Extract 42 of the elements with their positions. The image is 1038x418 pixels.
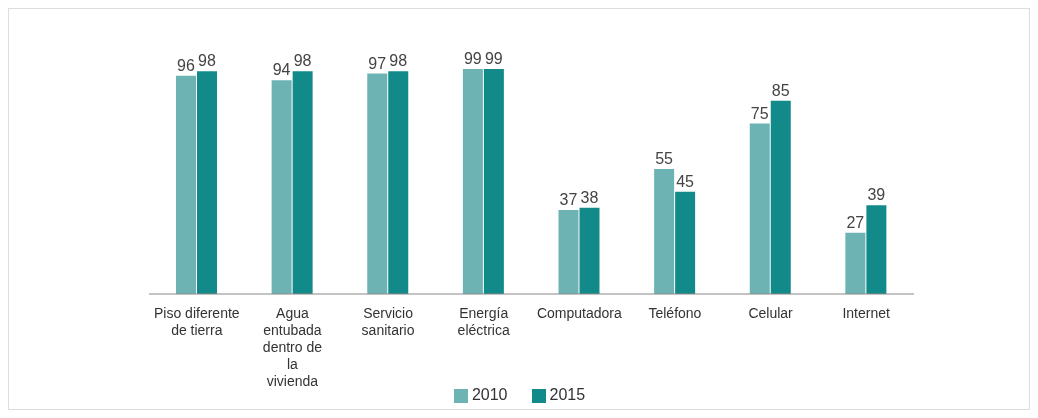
data-label: 37 xyxy=(559,190,578,208)
bar xyxy=(654,169,675,294)
data-label: 39 xyxy=(867,186,886,204)
bar xyxy=(845,232,866,294)
bar xyxy=(675,191,696,294)
data-label: 98 xyxy=(389,52,408,70)
legend-label: 2015 xyxy=(549,386,586,403)
x-tick-label: Agua entubada dentro de la vivienda xyxy=(262,305,323,389)
bar xyxy=(770,100,791,294)
bar xyxy=(866,205,887,294)
bar xyxy=(483,69,504,294)
bar xyxy=(579,207,600,294)
bar xyxy=(271,80,292,294)
data-label: 38 xyxy=(580,188,599,206)
bar xyxy=(558,209,579,294)
data-label: 55 xyxy=(655,150,674,167)
x-tick-label: Servicio sanitario xyxy=(361,305,415,338)
x-tick-label: Computadora xyxy=(536,305,622,321)
data-label: 45 xyxy=(676,172,695,190)
bar xyxy=(197,71,217,294)
data-label: 85 xyxy=(771,81,790,99)
x-tick-label: Energía eléctrica xyxy=(457,305,510,338)
data-label: 94 xyxy=(272,61,291,79)
data-label: 98 xyxy=(198,52,216,70)
x-tick-label: Celular xyxy=(748,305,794,321)
bar xyxy=(388,71,409,294)
x-tick-label: Piso diferente de tierra xyxy=(154,305,240,338)
x-tick-label: Teléfono xyxy=(648,305,702,321)
data-label: 75 xyxy=(750,104,769,122)
data-label: 97 xyxy=(368,54,387,72)
bar xyxy=(749,123,770,294)
data-label: 99 xyxy=(463,50,482,67)
data-label: 99 xyxy=(484,50,503,67)
bar xyxy=(367,73,388,294)
data-label: 98 xyxy=(293,52,312,70)
x-tick-label: Internet xyxy=(842,305,891,321)
bar xyxy=(462,69,483,294)
data-label: 27 xyxy=(846,213,865,231)
bar xyxy=(292,71,313,294)
legend-label: 2010 xyxy=(471,386,508,403)
data-label: 96 xyxy=(177,56,195,74)
bar xyxy=(176,75,196,294)
